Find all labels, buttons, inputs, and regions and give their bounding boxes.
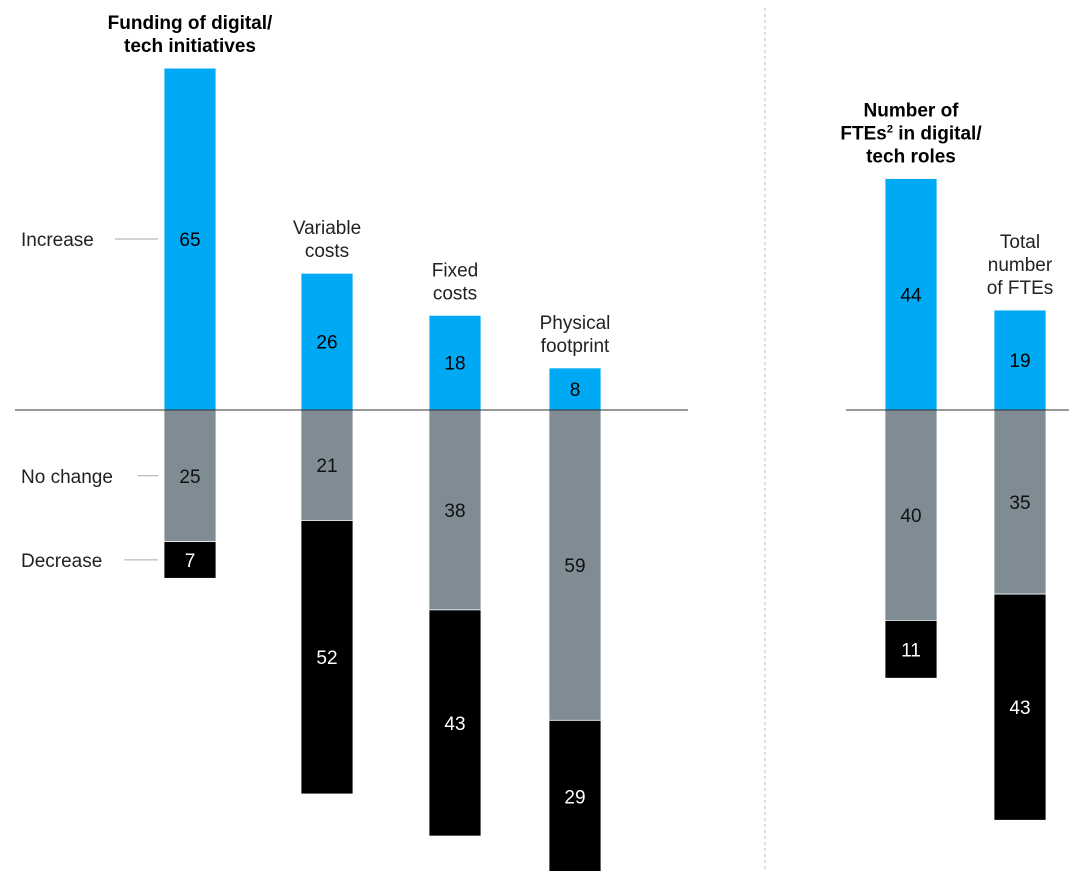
bar-decrease — [993, 593, 1047, 821]
data-label: 43 — [1009, 698, 1030, 719]
category-label: Fixed costs — [432, 260, 478, 304]
category-label: Total number of FTEs — [987, 232, 1054, 299]
bar-decrease — [884, 620, 938, 679]
legend-increase: Increase — [21, 230, 94, 251]
data-label: 21 — [316, 456, 337, 477]
bar-increase — [993, 309, 1047, 411]
legend-decrease: Decrease — [21, 551, 102, 572]
bar-increase — [300, 272, 354, 411]
data-label: 29 — [564, 788, 585, 809]
data-label: 35 — [1009, 493, 1030, 514]
data-label: 52 — [316, 648, 337, 669]
bar-decrease — [300, 520, 354, 795]
bar-no-change — [300, 409, 354, 521]
data-label: 43 — [444, 714, 465, 735]
chart-panel-1: 65 25 7 Funding of digital/tech initiatives… — [15, 13, 688, 871]
category-label: Physical footprint — [540, 313, 611, 357]
bar-decrease — [428, 609, 482, 837]
bar-decrease — [548, 719, 602, 871]
legend-no-change: No change — [21, 467, 113, 488]
data-label: 44 — [900, 285, 922, 306]
bar-no-change — [884, 409, 938, 621]
data-label: 65 — [179, 230, 200, 251]
bar-no-change — [163, 409, 217, 542]
data-label: 11 — [901, 640, 921, 661]
data-label: 8 — [570, 380, 581, 401]
data-label: 26 — [316, 333, 337, 354]
data-label: 25 — [179, 467, 200, 488]
category-label: Number of FTEs2 in digital/tech roles — [840, 101, 982, 168]
bar-increase — [884, 178, 938, 411]
data-label: 38 — [444, 501, 465, 522]
bar-decrease — [163, 541, 217, 579]
bar-increase — [548, 367, 602, 411]
bar-increase — [163, 67, 217, 411]
category-label: Funding of digital/tech initiatives — [108, 13, 273, 57]
chart-panel-2: 44 40 11 Number of FTEs2 in digital/tech rol… — [840, 101, 1069, 821]
data-label: 18 — [444, 354, 465, 375]
data-label: 19 — [1009, 351, 1030, 372]
bar-no-change — [548, 409, 602, 721]
bar-no-change — [993, 409, 1047, 595]
data-label: 7 — [185, 551, 196, 572]
category-label: Variable costs — [293, 218, 361, 262]
bar-no-change — [428, 409, 482, 611]
data-label: 40 — [900, 506, 921, 527]
data-label: 59 — [564, 556, 585, 577]
